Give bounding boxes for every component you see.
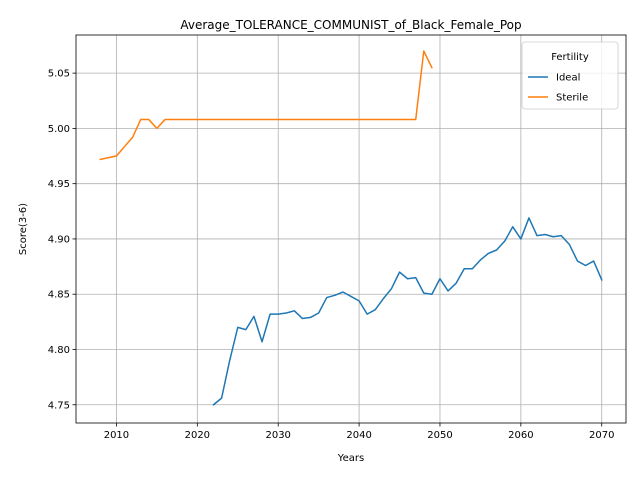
legend: Fertility Ideal Sterile (521, 41, 619, 110)
x-tick-label: 2010 (104, 430, 129, 441)
legend-entries: Ideal Sterile (528, 73, 588, 104)
y-tick-label: 4.80 (48, 345, 70, 356)
series-line-sterile (99, 50, 433, 161)
legend-label-sterile: Sterile (556, 93, 588, 104)
y-tick-label: 4.95 (48, 179, 70, 190)
x-tick-label: 2020 (185, 430, 210, 441)
x-tick-label: 2030 (265, 430, 290, 441)
legend-label-ideal: Ideal (556, 73, 580, 84)
y-tick-label: 5.05 (48, 69, 70, 80)
x-tick-label: 2060 (508, 430, 533, 441)
x-tick-label: 2070 (589, 430, 614, 441)
y-tick-label: 4.90 (48, 234, 70, 245)
chart-title: Average_TOLERANCE_COMMUNIST_of_Black_Fem… (180, 18, 521, 32)
x-axis-label: Years (337, 453, 364, 464)
axis-ticks: 2010 2020 2030 2040 2050 2060 2070 4.75 4.80 4.85… (48, 69, 615, 441)
x-tick-label: 2050 (427, 430, 452, 441)
x-tick-label: 2040 (346, 430, 371, 441)
plot-area-frame (75, 34, 627, 424)
series-lines (99, 50, 603, 406)
series-line-ideal (212, 217, 603, 406)
y-axis-label: Score(3-6) (18, 203, 29, 255)
y-tick-label: 5.00 (48, 124, 70, 135)
legend-title: Fertility (551, 52, 589, 63)
y-tick-label: 4.85 (48, 290, 70, 301)
legend-box (521, 41, 619, 110)
y-tick-label: 4.75 (48, 400, 70, 411)
